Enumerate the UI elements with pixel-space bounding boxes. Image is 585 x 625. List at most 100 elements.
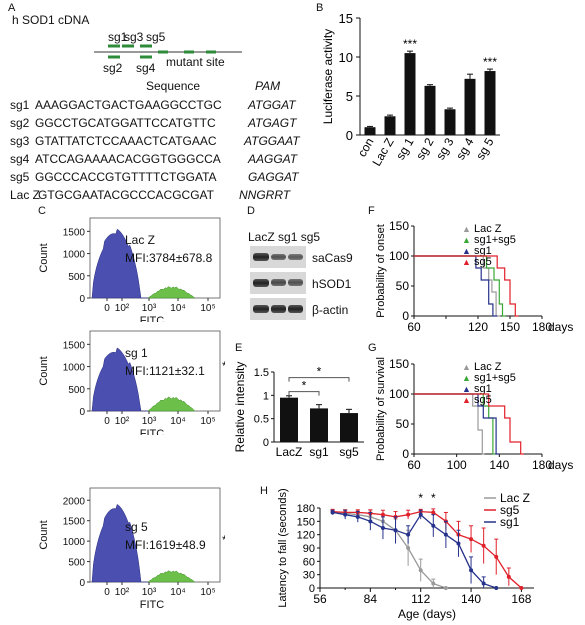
data-point <box>418 568 423 573</box>
curve-sg5 <box>414 393 524 455</box>
x-tick-label: sg 3 <box>433 135 457 162</box>
bar <box>464 78 476 135</box>
sample-name: sg 5 <box>125 520 148 534</box>
curve-sg1-sg5 <box>414 393 496 455</box>
mfi-value: MFI:1121±32.1 <box>125 364 205 378</box>
x-tick-label: 100 <box>447 458 467 472</box>
y-axis-label: Count <box>38 356 50 385</box>
x-tick-label: sg1 <box>309 445 329 459</box>
sample-name: Lac Z <box>125 233 155 247</box>
x-tick-label: 140 <box>489 458 509 472</box>
legend-label: sg5 <box>500 503 520 517</box>
data-point <box>380 512 385 517</box>
bar <box>404 53 416 135</box>
y-axis-label: Luciferase activity <box>321 29 335 124</box>
panel-letter-b: B <box>316 2 324 14</box>
curve-sg1 <box>414 393 500 455</box>
data-point <box>494 554 499 559</box>
band-label-actin: β-actin <box>312 303 349 317</box>
y-tick-label: 100 <box>389 249 409 263</box>
y-tick-label: 120 <box>297 530 315 542</box>
sample-name: sg 1 <box>125 346 148 360</box>
legend-label: sg1 <box>474 383 492 395</box>
blue-population <box>91 347 148 412</box>
bar <box>384 116 396 135</box>
y-tick-label: 60 <box>303 556 315 568</box>
x-axis-label: Age (days) <box>398 607 456 621</box>
curve-sg1 <box>414 255 498 317</box>
x-tick-label: sg 2 <box>413 135 437 162</box>
data-point <box>380 526 385 530</box>
data-point <box>506 574 511 579</box>
sequence-row-name: Lac Z <box>10 188 41 202</box>
map-label-sg5: sg5 <box>146 30 166 44</box>
sig-bracket <box>288 391 320 396</box>
y-tick-label: 0 <box>309 583 315 595</box>
data-point <box>481 543 486 548</box>
y-tick-label: 50 <box>396 417 410 431</box>
data-point <box>519 586 524 590</box>
sequence-row-pam: ATGAGT <box>248 116 297 130</box>
data-point <box>443 532 448 537</box>
panel-letter-f: F <box>368 205 375 217</box>
x-tick-label: 10³ <box>142 587 157 598</box>
map-label-sg3: sg3 <box>124 30 144 44</box>
significance-star: * <box>222 359 225 373</box>
sig-bracket <box>288 377 350 382</box>
x-tick-label: 10⁵ <box>200 416 215 427</box>
data-point <box>418 512 423 517</box>
data-point <box>431 523 436 528</box>
lane-label-sg5: sg5 <box>300 230 321 244</box>
y-tick-label: 500 <box>68 385 85 396</box>
data-point <box>481 581 486 586</box>
panel-letter-d: D <box>247 205 255 217</box>
bar <box>280 397 298 442</box>
y-tick-label: 0 <box>346 128 353 143</box>
x-tick-label: 60 <box>407 320 421 334</box>
significance-label: *** <box>403 37 417 51</box>
sequence-row-pam: ATGGAT <box>248 98 296 112</box>
significance-label: *** <box>483 55 497 69</box>
panel-letter-a: A <box>8 2 16 14</box>
line-lac-z <box>332 511 447 589</box>
y-tick-label: 500 <box>68 272 85 283</box>
band-cas9-sg1 <box>271 254 286 260</box>
x-tick-label: 180 <box>532 320 552 334</box>
y-tick-label: 50 <box>396 279 410 293</box>
histogram-1: 0 500 1000 1500 0 10² 10³ 10⁴ 10⁵ FITC Count Lac Z M… <box>38 217 221 322</box>
band-cas9-lacz <box>253 253 269 261</box>
band-cas9-sg5 <box>288 254 303 260</box>
blue-population <box>91 228 148 299</box>
legend-marker-1: ▲ <box>462 373 471 383</box>
bar <box>310 408 328 442</box>
legend-marker-0: ▲ <box>462 224 471 234</box>
legend-label: sg1+sg5 <box>474 234 516 246</box>
cdna-map: sg1 sg3 sg5 sg2 sg4 mutant site <box>94 30 242 75</box>
line-sg1 <box>332 511 497 589</box>
y-tick-label: 500 <box>68 558 85 569</box>
map-label-mutant: mutant site <box>166 55 225 69</box>
x-tick-label: 56 <box>313 592 327 606</box>
x-tick-label: 140 <box>461 592 481 606</box>
y-tick-label: 150 <box>297 516 315 528</box>
data-point <box>406 532 411 537</box>
x-tick-label: 0 <box>104 303 110 314</box>
x-tick-label: 10² <box>115 303 130 314</box>
x-tick-label: 120 <box>468 320 488 334</box>
y-tick-label: 15 <box>339 11 353 26</box>
x-tick-label: sg 1 <box>393 135 417 162</box>
data-point <box>343 512 348 517</box>
mfi-value: MFI:3784±678.8 <box>125 251 213 265</box>
bar <box>444 109 456 135</box>
legend-marker-2: ▲ <box>462 246 471 256</box>
legend-label: Lac Z <box>500 491 530 505</box>
sequence-header: Sequence <box>146 79 201 93</box>
green-population <box>147 570 196 583</box>
x-tick-label: 168 <box>511 592 531 606</box>
y-axis-label: Count <box>38 243 50 272</box>
sequence-row-pam: ATGGAAT <box>244 134 300 148</box>
y-tick-label: 0 <box>79 407 85 418</box>
histogram-2: 0 500 1000 1500 0 10² 10³ 10⁴ 10⁵ FITC Count sg 1 MF… <box>38 330 225 435</box>
sequence-row-seq: GGCCTGCATGGATTCCATGTTC <box>35 116 216 130</box>
legend-label: Lac Z <box>474 223 502 235</box>
